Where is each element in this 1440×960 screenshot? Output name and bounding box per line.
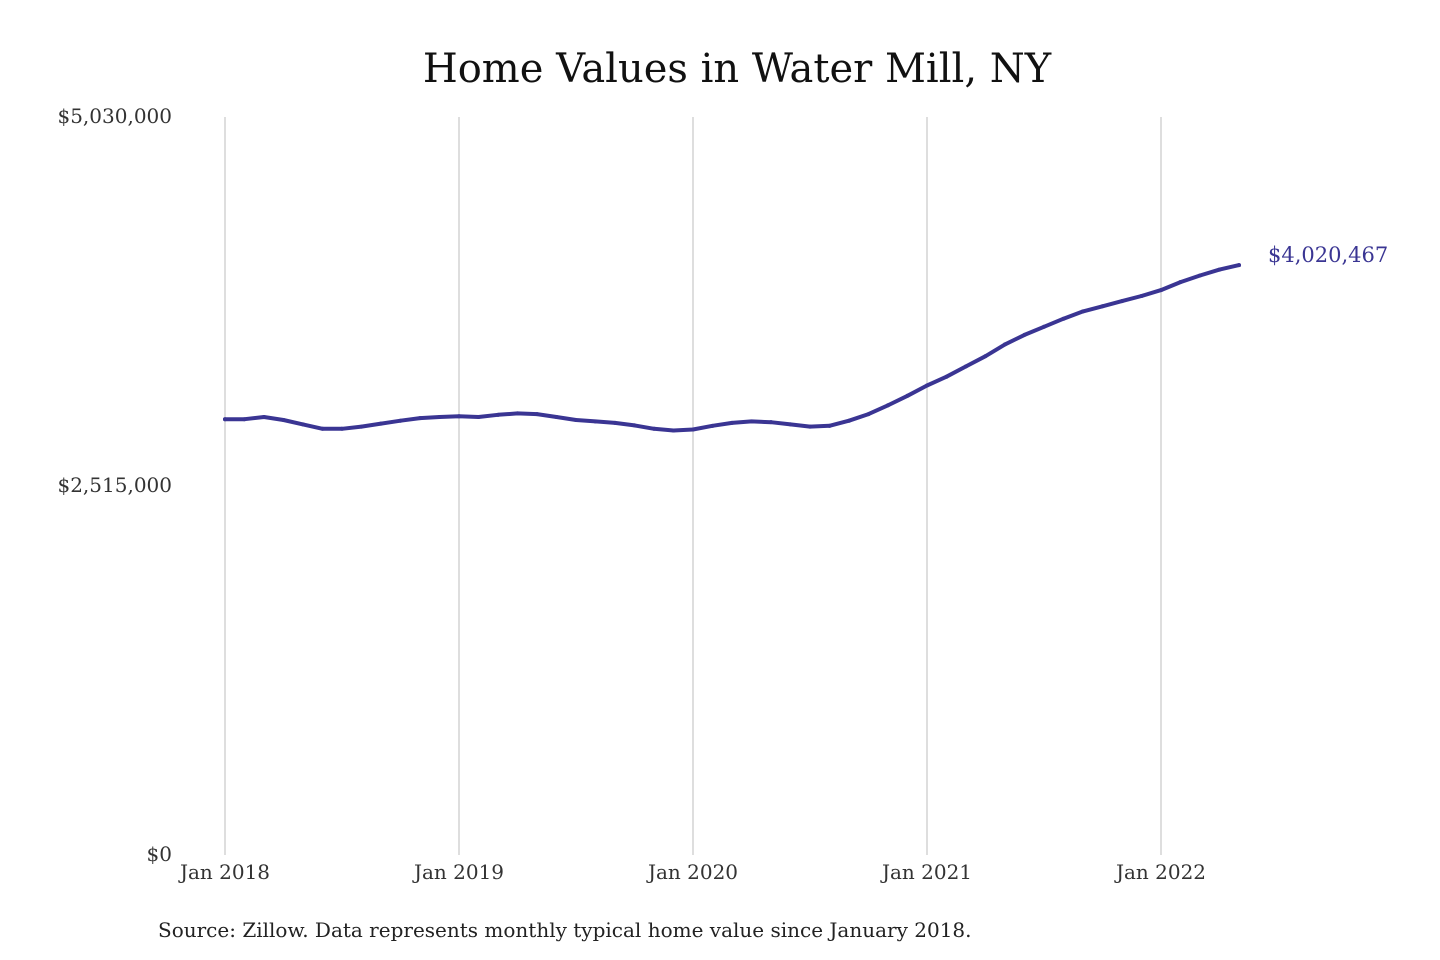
data-point <box>262 415 266 420</box>
data-point <box>847 418 851 423</box>
y-tick-label: $0 <box>147 842 172 866</box>
data-point <box>1081 309 1085 314</box>
data-point <box>242 417 247 422</box>
data-point <box>925 383 929 388</box>
data-point <box>515 411 520 416</box>
data-point <box>983 354 988 359</box>
data-point <box>886 403 890 408</box>
data-point <box>476 415 481 420</box>
y-axis: $0 $2,515,000 $5,030,000 <box>57 104 172 866</box>
data-point <box>632 423 637 428</box>
series-line <box>223 263 1241 433</box>
x-tick-label: Jan 2018 <box>178 860 270 884</box>
data-point <box>749 419 754 424</box>
data-point <box>671 428 676 433</box>
data-point <box>398 418 403 423</box>
data-point <box>827 423 832 428</box>
data-point <box>359 424 364 429</box>
x-tick-label: Jan 2022 <box>1114 860 1206 884</box>
chart-title: Home Values in Water Mill, NY <box>423 46 1052 92</box>
data-point <box>496 412 500 417</box>
data-point <box>1022 332 1027 337</box>
data-point <box>1198 273 1202 278</box>
data-point <box>964 364 968 369</box>
data-point <box>652 426 656 431</box>
x-tick-label: Jan 2019 <box>412 860 504 884</box>
data-point <box>769 420 773 425</box>
data-point <box>1237 263 1241 268</box>
x-axis: Jan 2018 Jan 2019 Jan 2020 Jan 2021 Jan 2022 <box>178 860 1206 884</box>
data-point <box>379 421 383 426</box>
data-point <box>340 426 344 431</box>
y-tick-label: $5,030,000 <box>57 104 172 128</box>
data-point <box>866 412 871 417</box>
data-point <box>320 426 325 431</box>
data-point <box>418 416 422 421</box>
data-point <box>554 415 559 420</box>
data-point <box>593 419 598 424</box>
data-point <box>613 420 617 425</box>
data-point <box>223 417 227 422</box>
x-tick-label: Jan 2021 <box>880 860 972 884</box>
data-point <box>691 427 695 432</box>
data-point <box>535 412 539 417</box>
data-point <box>1217 267 1222 272</box>
gridlines <box>224 117 1162 855</box>
data-point <box>1042 324 1046 329</box>
data-point <box>730 420 734 425</box>
source-note: Source: Zillow. Data represents monthly … <box>158 918 972 942</box>
data-point <box>944 374 949 379</box>
data-point <box>1178 280 1183 285</box>
data-point <box>788 422 793 427</box>
data-point <box>1061 316 1066 321</box>
data-point <box>1003 342 1007 347</box>
data-point <box>905 393 910 398</box>
y-tick-label: $2,515,000 <box>57 473 172 497</box>
data-point <box>457 414 461 419</box>
data-point <box>301 422 305 427</box>
series-layer <box>223 263 1241 433</box>
data-point <box>710 423 715 428</box>
data-point <box>1100 304 1105 309</box>
data-point <box>1120 299 1124 304</box>
data-point <box>574 417 578 422</box>
end-value-label: $4,020,467 <box>1268 243 1388 267</box>
data-point <box>281 417 286 422</box>
data-point <box>808 424 812 429</box>
data-point <box>1139 293 1144 298</box>
data-point <box>437 415 442 420</box>
data-point <box>1159 288 1163 293</box>
x-tick-label: Jan 2020 <box>646 860 738 884</box>
